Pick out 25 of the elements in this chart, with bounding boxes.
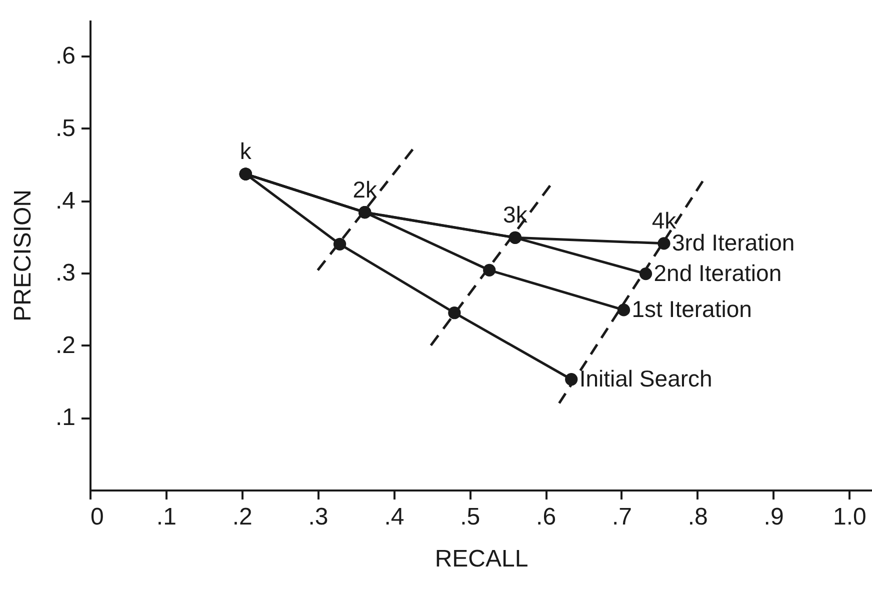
x-tick-label: .3 (308, 504, 328, 530)
x-tick-label: .7 (612, 504, 632, 530)
x-tick-label: .2 (232, 504, 252, 530)
y-tick-label: .4 (55, 187, 76, 214)
series-label: Initial Search (579, 365, 712, 392)
x-axis-title: RECALL (434, 546, 528, 572)
x-tick-label: .8 (688, 504, 708, 530)
annotation: k (240, 138, 252, 164)
x-tick-label: .6 (536, 504, 556, 530)
y-axis-title: PRECISION (9, 189, 36, 322)
series-label: 1st Iteration (632, 296, 752, 322)
y-tick-label: .6 (55, 42, 76, 70)
y-tick-label: .3 (55, 260, 76, 287)
x-tick-label: 1.0 (833, 504, 866, 530)
x-tick-label: .1 (156, 504, 176, 530)
x-tick-label: .4 (384, 504, 404, 530)
x-tick-label: 0 (90, 504, 104, 530)
y-tick-label: .2 (55, 332, 76, 359)
y-tick-label: .1 (55, 404, 76, 432)
annotation: 2k (352, 176, 378, 202)
series-label: 2nd Iteration (654, 260, 782, 286)
annotation: 3k (503, 202, 528, 228)
y-tick-label: .5 (55, 114, 76, 142)
x-tick-label: .9 (764, 504, 784, 530)
x-tick-label: .5 (460, 504, 480, 530)
